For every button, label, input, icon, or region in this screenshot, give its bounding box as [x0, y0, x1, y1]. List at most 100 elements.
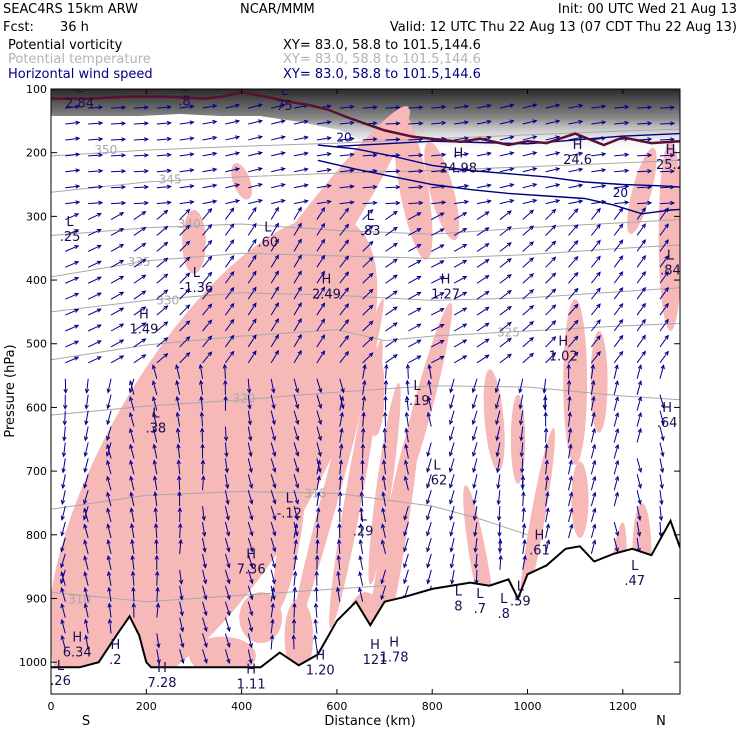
wind-vector-head [473, 531, 478, 538]
wind-vector-head [199, 395, 204, 401]
wind-vector-head [163, 353, 169, 358]
theta-contour-label: 330 [156, 293, 179, 307]
wind-vector-head [226, 626, 231, 633]
wind-vector-head [392, 210, 398, 216]
pv-shade-region [273, 472, 306, 611]
wind-vector [202, 569, 207, 584]
wind-vector-head [360, 443, 366, 449]
wind-vector [659, 287, 669, 300]
wind-vector-head [129, 507, 134, 513]
wind-vector-head [522, 538, 527, 545]
wind-vector [380, 585, 386, 600]
wind-vector [316, 200, 331, 205]
wind-vector [129, 444, 135, 459]
wind-vector-head [106, 507, 111, 513]
wind-vector [111, 186, 126, 189]
wind-vector [179, 288, 190, 300]
wind-vector [426, 521, 432, 536]
wind-vector [225, 120, 240, 125]
wind-vector-head [532, 198, 538, 204]
pv-shade-region [365, 346, 385, 437]
wind-vector [431, 276, 444, 284]
wind-vector-head [473, 563, 479, 569]
wind-vector-head [316, 459, 322, 465]
wind-vector-head [521, 506, 526, 513]
wind-vector-head [416, 355, 422, 360]
wind-vector-head [636, 531, 642, 537]
wind-vector [408, 244, 421, 252]
wind-vector-head [130, 554, 135, 560]
wind-vector [224, 271, 235, 284]
pv-shade-region [424, 141, 460, 241]
wind-vector [590, 351, 601, 364]
wind-vector-head [326, 136, 332, 141]
wind-vector-head [249, 595, 254, 601]
wind-vector-head [614, 459, 620, 465]
wind-vector [522, 104, 537, 109]
pv-extremum-type: H [666, 143, 676, 158]
wind-vector [427, 412, 432, 427]
wind-vector [385, 380, 387, 395]
wind-vector [426, 505, 432, 520]
wind-vector [177, 444, 181, 459]
terrain-fill [51, 520, 680, 694]
wind-vector [106, 476, 112, 491]
wind-vector-head [163, 305, 169, 310]
wind-vector [179, 304, 190, 316]
wind-vector-head [464, 120, 470, 125]
wind-vector-head [618, 239, 624, 245]
wind-vector-head [614, 547, 619, 553]
wind-vector [156, 321, 168, 332]
wind-vector [224, 521, 230, 536]
pv-shade-region [172, 375, 197, 452]
wind-vector-head [618, 255, 624, 261]
theta-contour-label: 315 [304, 486, 327, 500]
wind-vector-head [121, 169, 127, 174]
wind-vector [404, 460, 409, 475]
wind-vector-head [624, 200, 630, 205]
pv-shade-region [290, 298, 384, 644]
wind-vector-head [416, 259, 422, 265]
wind-vector [522, 555, 526, 570]
wind-vector-head [295, 435, 300, 441]
wind-vector-head [472, 515, 478, 522]
wind-vector [636, 303, 646, 316]
wind-vector [590, 476, 596, 491]
wind-vector-head [223, 436, 229, 442]
wind-vector-head [404, 443, 409, 449]
wind-vector-head [664, 223, 669, 229]
wind-vector-head [591, 443, 597, 449]
pv-extremum-value: 8 [454, 600, 462, 615]
wind-vector-head [235, 119, 241, 124]
wind-vector-head [484, 322, 490, 328]
wind-vector-head [403, 515, 408, 521]
wind-vector [293, 378, 299, 393]
wind-vector-head [74, 340, 80, 345]
wind-vector-head [274, 318, 279, 324]
wind-vector [453, 323, 467, 332]
y-tick-label: 700 [26, 465, 47, 478]
wind-vector-head [591, 459, 597, 465]
wind-vector-head [473, 547, 478, 554]
wind-vector-head [107, 602, 112, 608]
wind-vector [339, 122, 354, 125]
wind-vector [247, 410, 251, 425]
pv-extremum-value: -.12 [277, 507, 302, 522]
wind-vector-head [119, 307, 125, 312]
wind-vector-head [203, 642, 208, 648]
wind-vector [472, 442, 478, 457]
wind-vector [362, 225, 374, 236]
wind-vector-head [229, 302, 235, 308]
theta-contour-line [51, 490, 528, 536]
wind-vector-head [293, 554, 298, 560]
wind-vector [202, 120, 217, 125]
wind-vector-head [486, 103, 492, 109]
wind-vector [408, 228, 421, 236]
wind-vector [179, 272, 190, 284]
wind-vector-head [641, 223, 646, 229]
wind-vector [497, 474, 501, 489]
wind-vector [316, 239, 325, 252]
wind-vector-head [98, 200, 104, 206]
wind-vector-head [569, 507, 574, 513]
wind-vector [427, 396, 432, 411]
